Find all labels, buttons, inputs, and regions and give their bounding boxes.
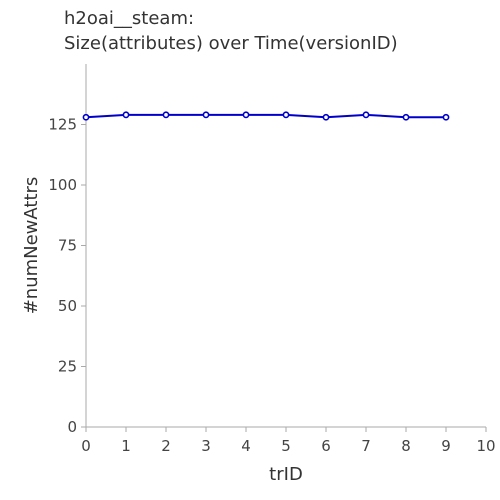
x-tick-label: 0 — [81, 437, 91, 455]
x-tick-label: 7 — [361, 437, 371, 455]
data-point — [163, 112, 168, 117]
x-axis-label: trID — [269, 464, 303, 485]
x-tick-label: 10 — [476, 437, 495, 455]
y-tick-label: 125 — [48, 116, 77, 134]
x-tick-label: 4 — [241, 437, 251, 455]
x-tick-label: 8 — [401, 437, 411, 455]
x-tick-label: 9 — [441, 437, 451, 455]
data-point — [323, 115, 328, 120]
x-tick-label: 1 — [121, 437, 131, 455]
data-point — [203, 112, 208, 117]
axes — [86, 64, 486, 427]
data-point — [403, 115, 408, 120]
y-tick-label: 100 — [48, 176, 77, 194]
y-tick-label: 0 — [67, 418, 77, 436]
data-point — [443, 115, 448, 120]
data-point — [283, 112, 288, 117]
series-layer — [83, 112, 448, 120]
data-point — [123, 112, 128, 117]
data-point — [243, 112, 248, 117]
data-point — [83, 115, 88, 120]
y-tick-label: 50 — [58, 297, 77, 315]
data-point — [363, 112, 368, 117]
x-tick-label: 3 — [201, 437, 211, 455]
x-tick-label: 6 — [321, 437, 331, 455]
x-tick-label: 2 — [161, 437, 171, 455]
y-axis-label: #numNewAttrs — [21, 177, 42, 315]
x-tick-label: 5 — [281, 437, 291, 455]
series-line — [86, 115, 446, 117]
y-tick-label: 25 — [58, 358, 77, 376]
y-tick-label: 75 — [58, 237, 77, 255]
